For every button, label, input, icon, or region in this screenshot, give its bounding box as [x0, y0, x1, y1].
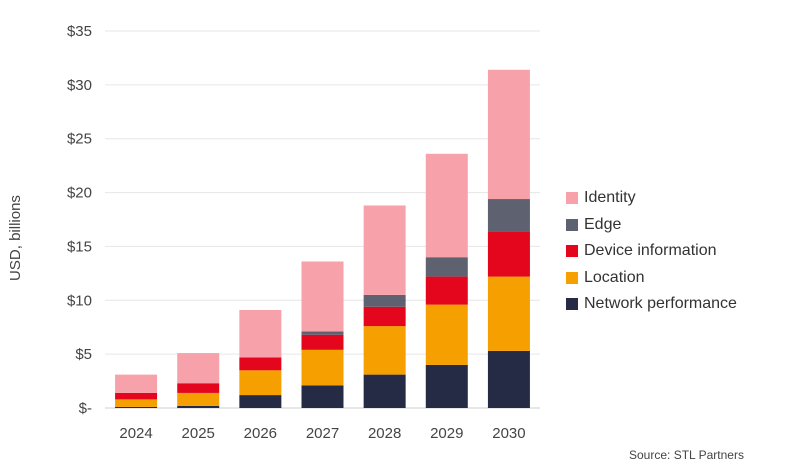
bar-segment-location [239, 370, 282, 396]
bar-segment-edge [487, 199, 530, 232]
bar-segment-network-performance [239, 395, 282, 408]
y-tick-label: $20 [67, 185, 92, 202]
bar-segment-network-performance [487, 350, 530, 408]
bar-segment-identity [177, 353, 220, 384]
bar-segment-network-performance [425, 364, 468, 408]
legend-label: Edge [584, 215, 622, 233]
y-tick-label: $5 [75, 346, 92, 363]
y-tick-label: $- [79, 400, 92, 417]
bar-segment-network-performance [301, 385, 344, 408]
x-tick-label: 2024 [119, 425, 152, 442]
legend: Identity Edge Device information Location Ne… [566, 185, 737, 318]
y-axis-title: USD, billions [7, 195, 24, 281]
bar-segment-location [425, 304, 468, 365]
y-axis-ticks: $- $5 $10 $15 $20 $25 $30 $35 [67, 23, 92, 417]
bar-segment-identity [425, 153, 468, 258]
legend-item: Location [566, 265, 737, 292]
legend-swatch [566, 245, 578, 258]
y-tick-label: $10 [67, 292, 92, 309]
bar-segment-device-information [115, 392, 158, 400]
x-tick-label: 2025 [182, 425, 215, 442]
bar-segment-device-information [363, 306, 406, 327]
x-tick-label: 2026 [244, 425, 277, 442]
bar-segment-network-performance [115, 406, 158, 408]
bar-segment-identity [301, 261, 344, 332]
bar-segment-network-performance [363, 374, 406, 408]
x-tick-label: 2030 [492, 425, 525, 442]
bar-segment-location [363, 326, 406, 375]
legend-label: Location [584, 268, 645, 286]
bar-segment-device-information [487, 231, 530, 277]
legend-swatch [566, 192, 578, 205]
bar-segment-edge [363, 294, 406, 307]
x-tick-label: 2028 [368, 425, 401, 442]
legend-label: Device information [584, 242, 717, 260]
x-axis-ticks: 2024 2025 2026 2027 2028 2029 2030 [119, 425, 525, 442]
bar-segment-edge [301, 331, 344, 335]
legend-swatch [566, 218, 578, 231]
bar-segment-location [115, 399, 158, 407]
bar-segment-location [487, 276, 530, 351]
y-tick-label: $15 [67, 238, 92, 255]
bar-segment-location [177, 392, 220, 406]
legend-item: Network performance [566, 291, 737, 318]
legend-item: Edge [566, 212, 737, 239]
legend-item: Device information [566, 238, 737, 265]
bar-segment-identity [239, 309, 282, 358]
x-tick-label: 2029 [430, 425, 463, 442]
y-tick-label: $25 [67, 131, 92, 148]
bar-segment-device-information [425, 276, 468, 305]
bar-segment-network-performance [177, 405, 220, 408]
bar-segment-location [301, 349, 344, 386]
bar-segment-device-information [301, 334, 344, 350]
legend-swatch [566, 298, 578, 311]
bar-segment-edge [425, 257, 468, 277]
x-tick-label: 2027 [306, 425, 339, 442]
source-note: Source: STL Partners [629, 448, 744, 462]
y-tick-label: $35 [67, 23, 92, 40]
bar-segment-device-information [239, 357, 282, 371]
legend-item: Identity [566, 185, 737, 212]
bars [115, 69, 530, 408]
legend-label: Identity [584, 189, 636, 207]
legend-swatch [566, 271, 578, 284]
bar-segment-identity [487, 69, 530, 200]
legend-label: Network performance [584, 295, 737, 313]
bar-segment-identity [363, 205, 406, 295]
bar-segment-identity [115, 374, 158, 393]
bar-segment-device-information [177, 383, 220, 393]
y-tick-label: $30 [67, 77, 92, 94]
